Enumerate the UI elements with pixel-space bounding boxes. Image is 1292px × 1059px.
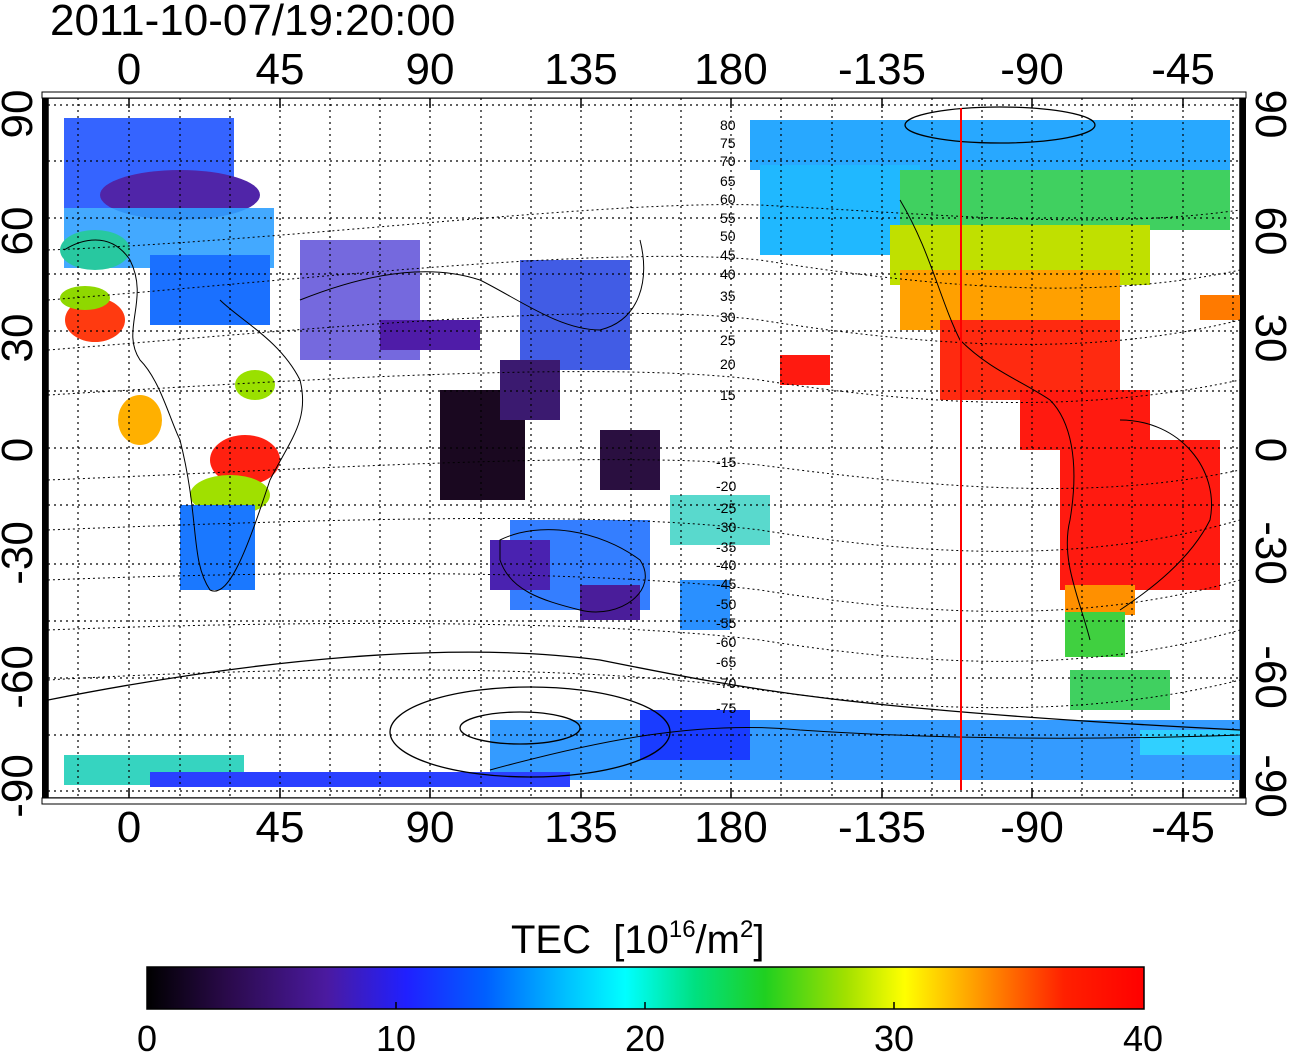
y-tick-right: 30 bbox=[1246, 313, 1292, 363]
colorbar-tick-label: 10 bbox=[375, 1018, 417, 1059]
contour-label: 35 bbox=[720, 288, 736, 304]
x-tick-top: 45 bbox=[255, 45, 305, 94]
x-tick-top: -135 bbox=[837, 45, 927, 94]
x-tick-top: 0 bbox=[116, 45, 142, 94]
contour-label: -75 bbox=[716, 700, 736, 716]
contour-label: -35 bbox=[716, 539, 736, 555]
colorbar-unit-prefix: [10 bbox=[613, 918, 669, 962]
frame-edge-bars bbox=[41, 91, 1247, 805]
colorbar-tick-label: 40 bbox=[1122, 1018, 1164, 1059]
y-tick-right: 90 bbox=[1246, 89, 1292, 139]
x-tick-top: -45 bbox=[1151, 45, 1215, 94]
contour-label: -65 bbox=[716, 654, 736, 670]
contour-label: 40 bbox=[720, 266, 736, 282]
y-tick-left: -30 bbox=[0, 521, 42, 585]
contour-label: -60 bbox=[716, 634, 736, 650]
contour-label: 75 bbox=[720, 135, 736, 151]
contour-label: 15 bbox=[720, 387, 736, 403]
y-tick-left: 60 bbox=[0, 206, 42, 256]
x-tick-top: 90 bbox=[405, 45, 455, 94]
colorbar-unit-mid: /m bbox=[695, 918, 740, 962]
y-tick-left: 0 bbox=[0, 424, 42, 476]
colorbar-unit-exponent-2: 2 bbox=[739, 916, 754, 943]
contour-label: 45 bbox=[720, 247, 736, 263]
axis-tick-marks bbox=[128, 98, 1184, 798]
contour-label: 70 bbox=[720, 153, 736, 169]
y-tick-right: -30 bbox=[1246, 521, 1292, 585]
y-tick-left: 90 bbox=[0, 89, 42, 139]
contour-label: -50 bbox=[716, 596, 736, 612]
contour-label: 50 bbox=[720, 228, 736, 244]
contour-label: 20 bbox=[720, 356, 736, 372]
y-tick-right: -90 bbox=[1246, 754, 1292, 818]
x-tick-bottom: 90 bbox=[405, 803, 455, 852]
y-tick-right: 0 bbox=[1246, 437, 1292, 463]
contour-label: -30 bbox=[716, 519, 736, 535]
x-tick-bottom: 180 bbox=[694, 803, 768, 852]
contour-label: -25 bbox=[716, 500, 736, 516]
contour-label: 65 bbox=[720, 173, 736, 189]
coastlines bbox=[63, 199, 1240, 771]
contour-label: 25 bbox=[720, 332, 736, 348]
x-tick-bottom: 0 bbox=[116, 803, 142, 852]
colorbar-tick-label: 0 bbox=[136, 1018, 158, 1059]
x-tick-bottom: -90 bbox=[1000, 803, 1064, 852]
x-tick-bottom: 135 bbox=[544, 803, 618, 852]
x-tick-bottom: 45 bbox=[255, 803, 305, 852]
contour-label: -55 bbox=[716, 615, 736, 631]
x-tick-bottom: -135 bbox=[837, 803, 927, 852]
contour-label: -20 bbox=[716, 478, 736, 494]
y-tick-left: 30 bbox=[0, 313, 42, 363]
y-tick-right: 60 bbox=[1246, 206, 1292, 256]
x-tick-bottom: -45 bbox=[1151, 803, 1215, 852]
contour-labels: 80 75 70 65 60 55 50 45 40 35 30 25 20 15 -15 -20 -25 -30… bbox=[716, 117, 736, 716]
y-tick-left: -60 bbox=[0, 645, 42, 709]
y-tick-right: -60 bbox=[1246, 645, 1292, 709]
magnetic-contours bbox=[48, 204, 1240, 709]
colorbar-tick-label: 20 bbox=[624, 1018, 666, 1059]
contour-label: 60 bbox=[720, 191, 736, 207]
contour-label: -45 bbox=[716, 576, 736, 592]
contour-rings bbox=[48, 106, 1240, 778]
x-tick-top: 180 bbox=[694, 45, 768, 94]
contour-label: -70 bbox=[716, 675, 736, 691]
colorbar-title: TEC [1016/m2] bbox=[511, 906, 764, 964]
y-tick-left: -90 bbox=[0, 754, 42, 818]
contour-label: 30 bbox=[720, 309, 736, 325]
colorbar-title-name: TEC bbox=[511, 918, 591, 962]
contour-label: 80 bbox=[720, 117, 736, 133]
contour-label: 55 bbox=[720, 210, 736, 226]
colorbar-unit-suffix: ] bbox=[753, 918, 765, 962]
x-tick-top: -90 bbox=[1000, 45, 1064, 94]
x-tick-top: 135 bbox=[544, 45, 618, 94]
contour-label: -15 bbox=[716, 454, 736, 470]
colorbar-ticks bbox=[395, 1002, 895, 1009]
contour-label: -40 bbox=[716, 557, 736, 573]
colorbar-tick-label: 30 bbox=[873, 1018, 915, 1059]
timestamp-title: 2011-10-07/19:20:00 bbox=[50, 0, 456, 45]
colorbar-unit-exponent: 16 bbox=[668, 916, 696, 943]
